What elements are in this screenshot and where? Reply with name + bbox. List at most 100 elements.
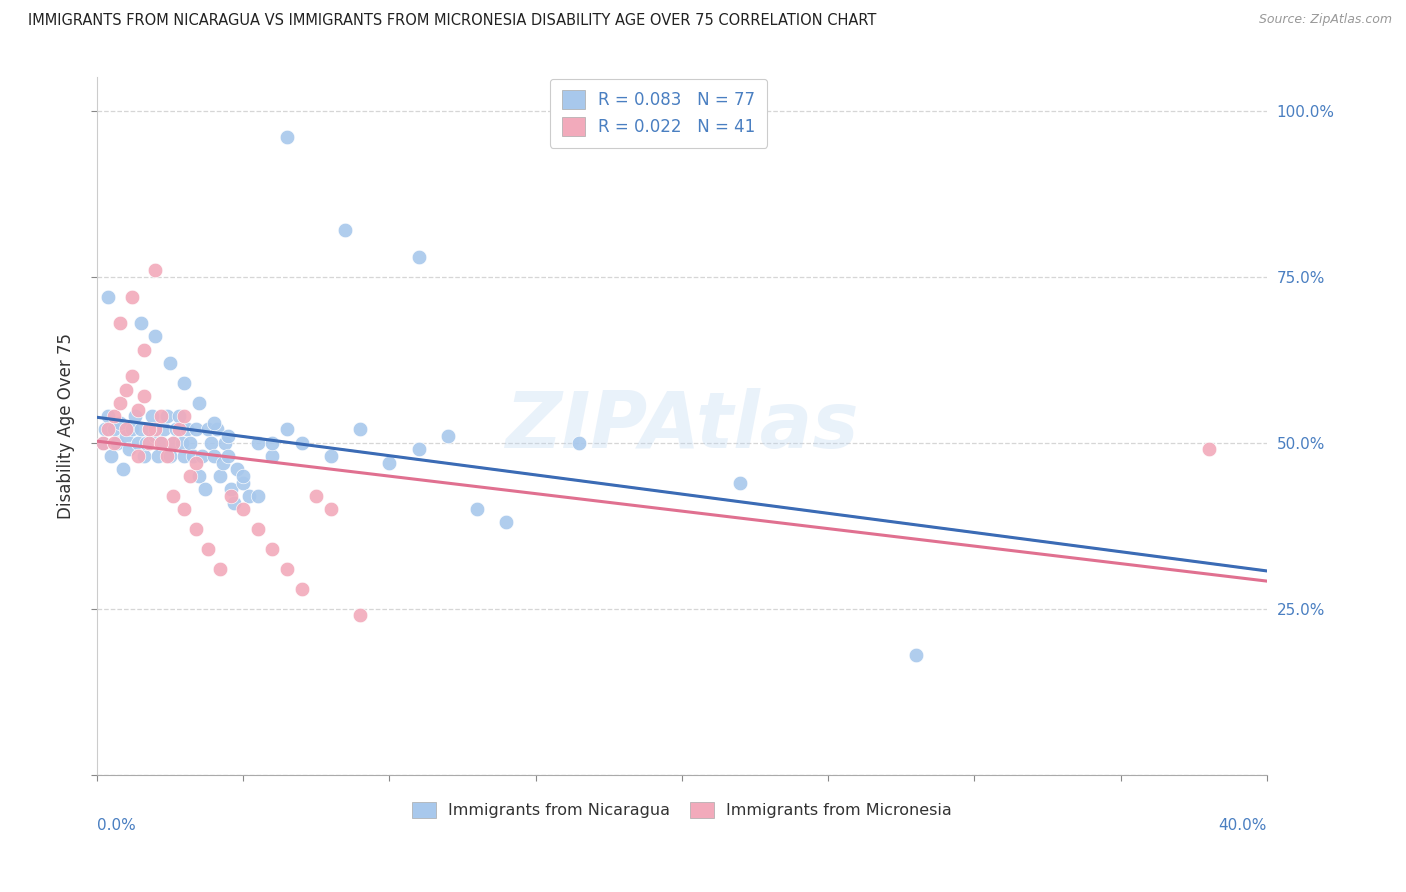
Point	[100, 449, 122, 463]
Text: Source: ZipAtlas.com: Source: ZipAtlas.com	[1258, 13, 1392, 27]
Point	[495, 516, 517, 530]
Point	[108, 396, 131, 410]
Point	[173, 376, 195, 390]
Point	[146, 449, 169, 463]
Point	[238, 489, 260, 503]
Point	[141, 409, 163, 424]
Point	[162, 489, 184, 503]
Point	[205, 422, 228, 436]
Point	[232, 475, 254, 490]
Point	[224, 495, 246, 509]
Point	[143, 263, 166, 277]
Point	[246, 489, 269, 503]
Point	[108, 316, 131, 330]
Point	[246, 522, 269, 536]
Point	[181, 449, 204, 463]
Text: IMMIGRANTS FROM NICARAGUA VS IMMIGRANTS FROM MICRONESIA DISABILITY AGE OVER 75 C: IMMIGRANTS FROM NICARAGUA VS IMMIGRANTS …	[28, 13, 876, 29]
Point	[186, 522, 208, 536]
Point	[214, 435, 236, 450]
Point	[103, 422, 125, 436]
Point	[143, 329, 166, 343]
Point	[127, 435, 149, 450]
Point	[118, 442, 141, 457]
Point	[408, 442, 430, 457]
Point	[127, 402, 149, 417]
Point	[108, 416, 131, 430]
Point	[165, 422, 187, 436]
Point	[150, 409, 173, 424]
Point	[94, 422, 117, 436]
Point	[115, 429, 138, 443]
Point	[91, 435, 114, 450]
Point	[217, 429, 239, 443]
Point	[173, 449, 195, 463]
Point	[156, 449, 179, 463]
Point	[290, 435, 312, 450]
Point	[200, 435, 222, 450]
Point	[276, 130, 298, 145]
Point	[188, 469, 211, 483]
Point	[465, 502, 488, 516]
Point	[290, 582, 312, 596]
Point	[186, 422, 208, 436]
Point	[105, 435, 128, 450]
Point	[179, 435, 201, 450]
Point	[191, 449, 214, 463]
Point	[246, 435, 269, 450]
Point	[132, 389, 155, 403]
Point	[217, 449, 239, 463]
Point	[349, 422, 371, 436]
Point	[730, 475, 752, 490]
Point	[162, 435, 184, 450]
Point	[176, 422, 198, 436]
Point	[115, 383, 138, 397]
Text: 0.0%: 0.0%	[97, 818, 135, 833]
Point	[103, 409, 125, 424]
Point	[97, 422, 120, 436]
Point	[568, 435, 591, 450]
Point	[208, 562, 231, 576]
Text: 40.0%: 40.0%	[1219, 818, 1267, 833]
Point	[112, 462, 135, 476]
Point	[232, 502, 254, 516]
Point	[211, 456, 233, 470]
Point	[135, 435, 157, 450]
Point	[194, 482, 217, 496]
Point	[115, 422, 138, 436]
Point	[103, 435, 125, 450]
Point	[197, 541, 219, 556]
Point	[335, 223, 357, 237]
Point	[143, 429, 166, 443]
Point	[121, 422, 143, 436]
Point	[143, 422, 166, 436]
Point	[305, 489, 328, 503]
Point	[162, 435, 184, 450]
Point	[121, 290, 143, 304]
Point	[208, 469, 231, 483]
Point	[262, 541, 284, 556]
Point	[378, 456, 401, 470]
Point	[138, 422, 160, 436]
Point	[221, 489, 243, 503]
Point	[1198, 442, 1220, 457]
Point	[197, 422, 219, 436]
Text: ZIPAtlas: ZIPAtlas	[505, 388, 859, 464]
Point	[127, 449, 149, 463]
Point	[276, 562, 298, 576]
Point	[904, 648, 927, 663]
Point	[91, 435, 114, 450]
Point	[408, 250, 430, 264]
Point	[124, 409, 146, 424]
Point	[138, 435, 160, 450]
Point	[349, 608, 371, 623]
Point	[226, 462, 249, 476]
Point	[150, 435, 173, 450]
Point	[170, 435, 193, 450]
Point	[221, 482, 243, 496]
Y-axis label: Disability Age Over 75: Disability Age Over 75	[58, 333, 75, 519]
Point	[202, 449, 225, 463]
Point	[173, 502, 195, 516]
Point	[436, 429, 458, 443]
Point	[202, 416, 225, 430]
Point	[121, 369, 143, 384]
